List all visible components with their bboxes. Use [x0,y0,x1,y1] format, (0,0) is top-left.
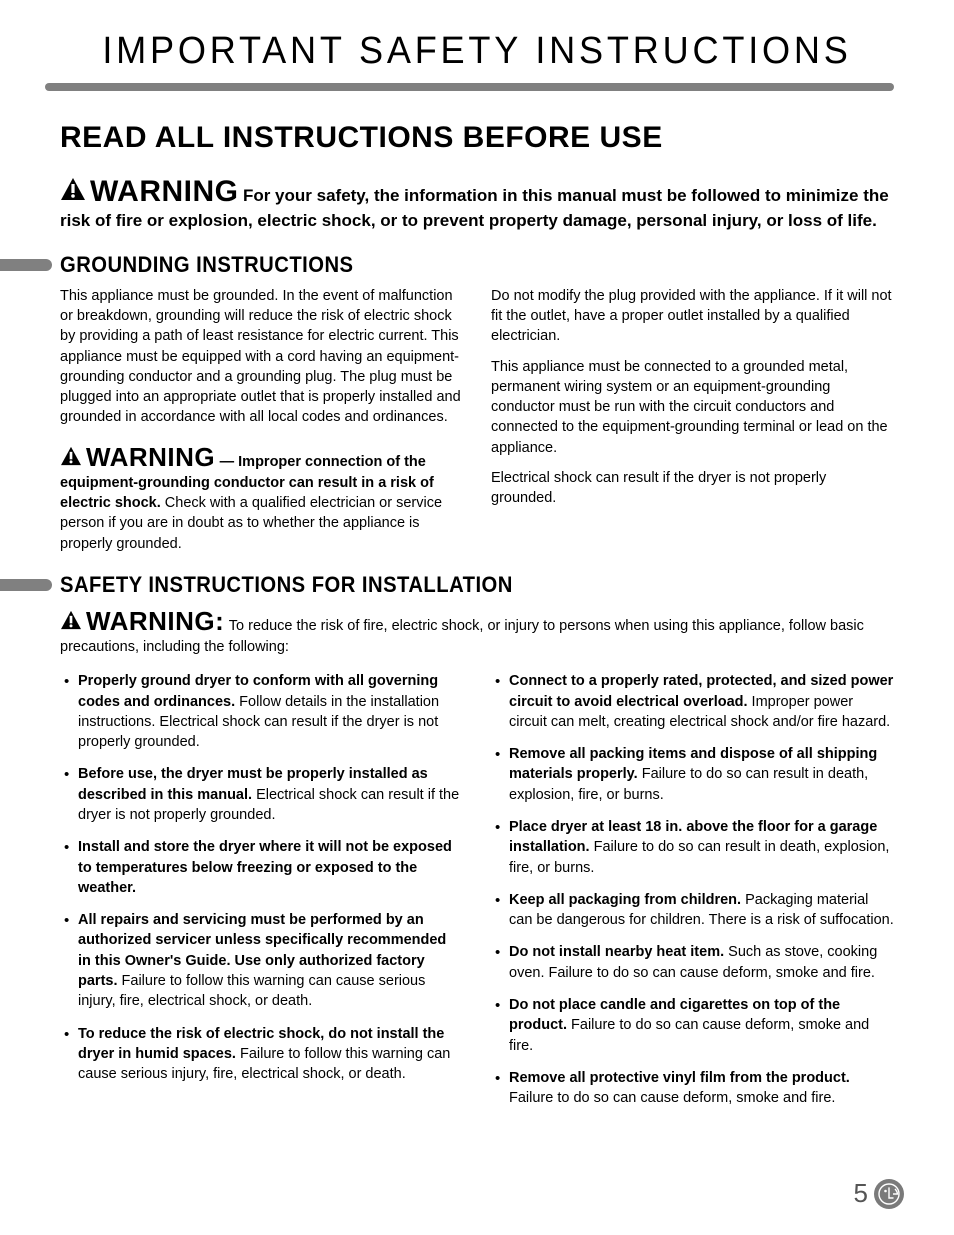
grounding-right-p2: This appliance must be connected to a gr… [491,357,894,458]
section-header-grounding: GROUNDING INSTRUCTIONS [0,252,894,278]
warning-label-colon: WARNING: [86,606,224,636]
installation-left-col: Properly ground dryer to conform with al… [60,663,463,1120]
page-number: 5 [854,1178,868,1209]
read-all-heading: READ ALL INSTRUCTIONS BEFORE USE [60,121,894,155]
warning-label: WARNING [86,442,215,472]
list-item: Properly ground dryer to conform with al… [78,671,463,752]
list-item-rest: Failure to follow this warning can cause… [78,973,425,1009]
grounding-columns: This appliance must be grounded. In the … [60,286,894,554]
grounding-warning-block: WARNING — Improper connection of the equ… [60,442,463,554]
installation-right-col: Connect to a properly rated, protected, … [491,663,894,1120]
list-item: To reduce the risk of electric shock, do… [78,1024,463,1085]
list-item-bold: Remove all protective vinyl film from th… [509,1070,850,1086]
list-item: Connect to a properly rated, protected, … [509,671,894,732]
section-pill-icon [0,579,52,591]
list-item: Place dryer at least 18 in. above the fl… [509,817,894,878]
grounding-heading: GROUNDING INSTRUCTIONS [60,252,353,278]
list-item-bold: Do not install nearby heat item. [509,944,724,960]
list-item: Do not place candle and cigarettes on to… [509,995,894,1056]
warning-label: WARNING [90,175,239,208]
page-footer: 5 [854,1178,904,1209]
list-item: Keep all packaging from children. Packag… [509,890,894,931]
installation-warning-block: WARNING: To reduce the risk of fire, ele… [60,606,894,657]
grounding-right-p3: Electrical shock can result if the dryer… [491,468,894,509]
list-item-bold: Keep all packaging from children. [509,892,741,908]
list-item: Remove all protective vinyl film from th… [509,1068,894,1109]
horizontal-divider [45,83,894,91]
top-warning-block: WARNING For your safety, the information… [60,175,894,234]
warning-triangle-icon [60,610,82,630]
section-header-installation: SAFETY INSTRUCTIONS FOR INSTALLATION [0,572,894,598]
list-item: Do not install nearby heat item. Such as… [509,942,894,983]
lg-logo-icon [874,1179,904,1209]
list-item: Install and store the dryer where it wil… [78,837,463,898]
manual-page: IMPORTANT SAFETY INSTRUCTIONS READ ALL I… [0,0,954,1235]
installation-left-list: Properly ground dryer to conform with al… [60,671,463,1084]
list-item: All repairs and servicing must be perfor… [78,910,463,1011]
warning-triangle-icon [60,446,82,466]
warning-triangle-icon [60,177,86,201]
list-item-bold: Install and store the dryer where it wil… [78,839,452,896]
installation-heading: SAFETY INSTRUCTIONS FOR INSTALLATION [60,572,513,598]
page-title: IMPORTANT SAFETY INSTRUCTIONS [81,30,873,73]
grounding-left-col: This appliance must be grounded. In the … [60,286,463,554]
grounding-left-para: This appliance must be grounded. In the … [60,286,463,428]
grounding-right-col: Do not modify the plug provided with the… [491,286,894,554]
list-item-rest: Failure to do so can cause deform, smoke… [509,1090,835,1106]
installation-right-list: Connect to a properly rated, protected, … [491,671,894,1108]
list-item: Before use, the dryer must be properly i… [78,764,463,825]
list-item: Remove all packing items and dispose of … [509,744,894,805]
section-pill-icon [0,259,52,271]
grounding-right-p1: Do not modify the plug provided with the… [491,286,894,347]
installation-columns: Properly ground dryer to conform with al… [60,663,894,1120]
